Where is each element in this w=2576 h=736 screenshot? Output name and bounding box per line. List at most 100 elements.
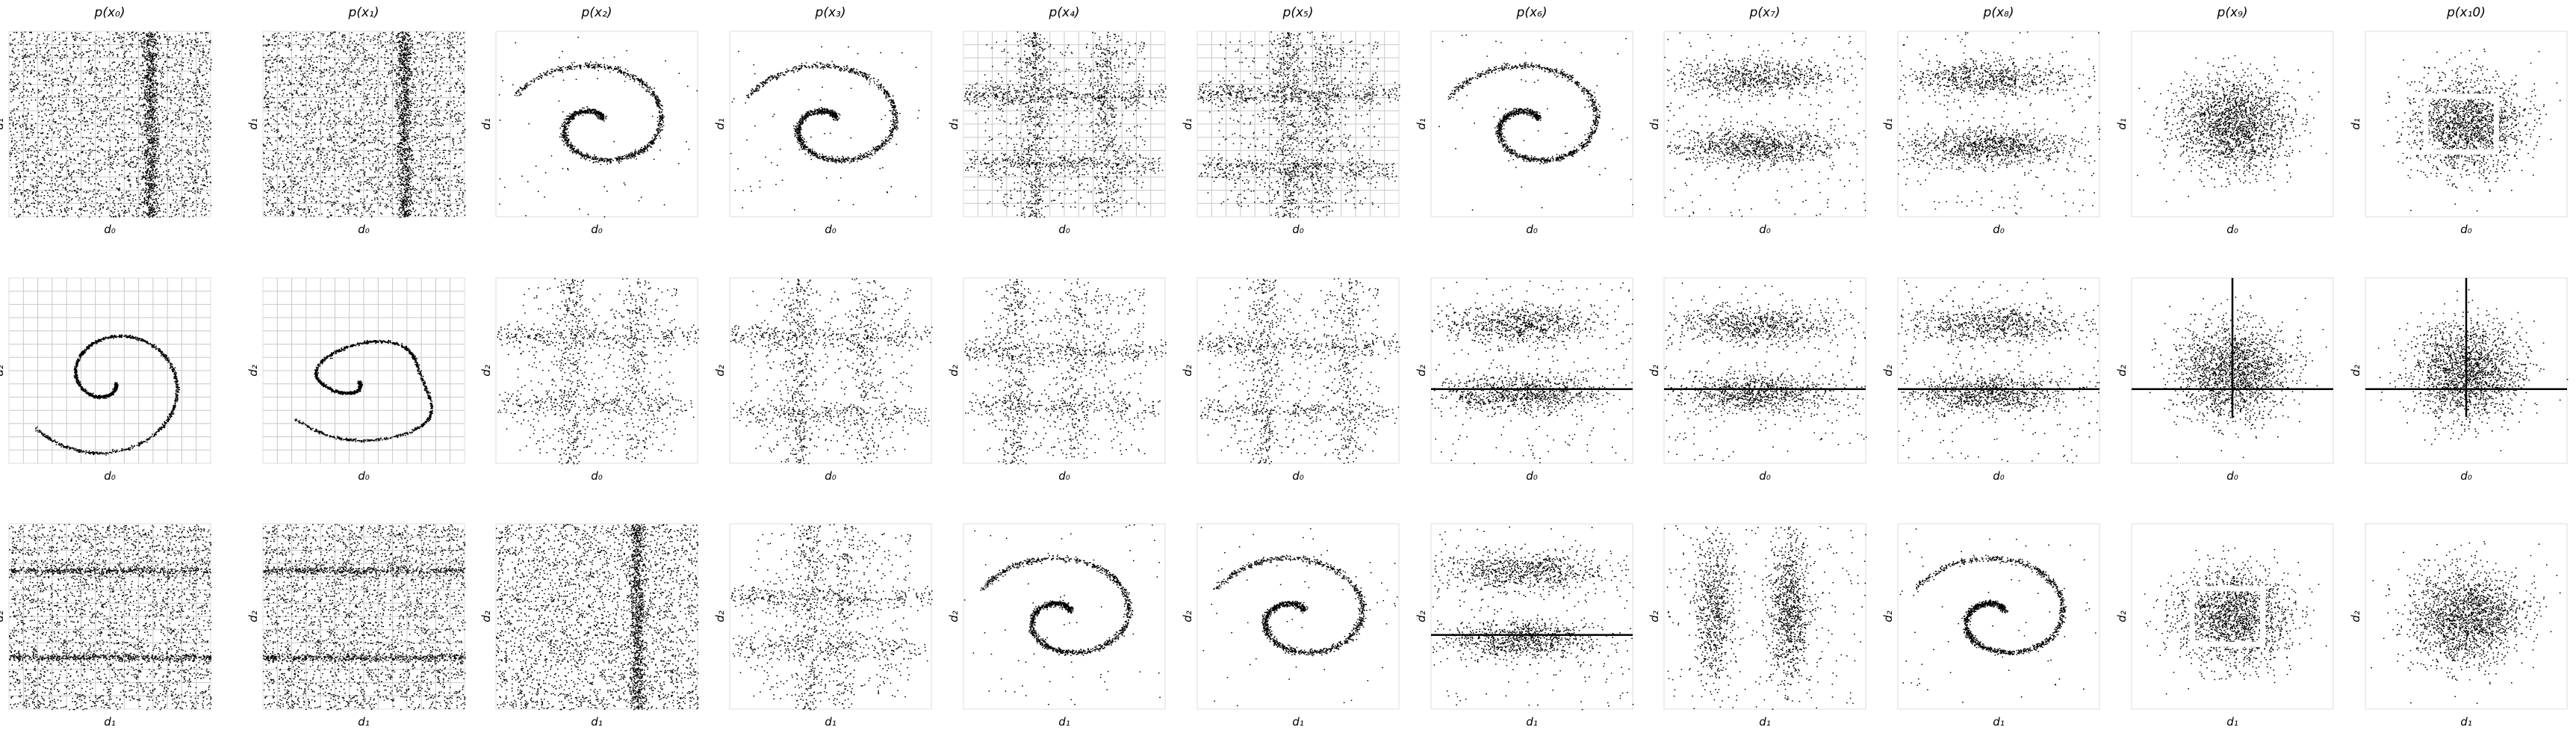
y-axis-label: d₂: [1648, 365, 1661, 377]
grid-lines: [9, 278, 211, 463]
scatter-panel: d₀ d₂: [1181, 277, 1400, 483]
y-axis-label: d₂: [2349, 365, 2362, 377]
x-axis-label: d₀: [1526, 223, 1538, 236]
y-axis-label: d₁: [1181, 118, 1194, 130]
y-axis-label: d₂: [246, 610, 260, 622]
panel-frame: [729, 31, 932, 217]
scatter-points: [2371, 541, 2561, 705]
column-title: p(x₂): [581, 5, 612, 20]
scatter-points: [2144, 545, 2327, 695]
x-axis-label: d₁: [1526, 715, 1538, 729]
x-axis-label: d₀: [358, 223, 370, 236]
y-axis-label: d₁: [1648, 118, 1661, 130]
column-title: p(x₉): [2217, 5, 2248, 20]
panel-frame: [963, 277, 1166, 464]
scatter-panel: d₁ d₂: [2349, 523, 2568, 729]
x-axis-label: d₀: [1526, 469, 1538, 483]
x-axis-label: d₀: [825, 223, 837, 236]
y-axis-label: d₂: [1415, 610, 1428, 622]
scatter-points: [964, 278, 1167, 465]
x-axis-label: d₁: [1292, 715, 1304, 729]
y-axis-label: d₁: [2115, 118, 2129, 130]
panel-frame: [1663, 31, 1866, 217]
scatter-panel: d₀ d₂: [0, 277, 211, 483]
y-axis-label: d₂: [713, 365, 727, 377]
column-title: p(x₈): [1983, 5, 2014, 20]
scatter-panel: d₀ d₂: [1415, 277, 1633, 483]
x-axis-label: d₀: [2226, 223, 2238, 236]
scatter-panel: d₀ d₂: [1648, 277, 1867, 483]
panel-frame: [2365, 31, 2568, 217]
scatter-panel: d₁ d₂: [1881, 523, 2100, 729]
x-axis-label: d₀: [825, 469, 837, 483]
column-titles: p(x₀) p(x₁) p(x₂) p(x₃) p(x₄) p(x₅) p(x₆) p(x₇)…: [94, 5, 2486, 20]
scatter-points: [1432, 526, 1634, 711]
x-axis-label: d₀: [358, 469, 370, 483]
y-axis-label: d₂: [0, 365, 6, 377]
scatter-panel: d₀ d₁: [479, 31, 698, 236]
x-axis-label: d₀: [2226, 469, 2238, 483]
y-axis-label: d₂: [2115, 365, 2129, 377]
panel-frame: [729, 277, 932, 464]
scatter-panel: d₁ d₂: [0, 523, 212, 729]
scatter-panel: d₀ d₂: [2349, 277, 2569, 483]
scatter-panel: d₀ d₁: [947, 31, 1167, 236]
scatter-panel: d₀ d₁: [1415, 31, 1633, 236]
scatter-panel: d₀ d₂: [713, 277, 933, 483]
scatter-points: [1438, 34, 1633, 211]
x-axis-label: d₀: [1292, 223, 1304, 236]
overlay-lines: [2132, 278, 2333, 417]
panel-frame: [1897, 31, 2100, 217]
scatter-panel: d₁ d₂: [713, 523, 933, 729]
scatter-panel: d₀ d₁: [246, 31, 466, 236]
panel-frame: [1430, 277, 1633, 464]
column-title: p(x₃): [815, 5, 846, 20]
y-axis-label: d₁: [947, 118, 960, 130]
scatter-panel: d₀ d₂: [947, 277, 1167, 483]
x-axis-label: d₀: [591, 223, 603, 236]
y-axis-label: d₁: [246, 118, 260, 130]
scatter-panel: d₀ d₁: [0, 31, 212, 236]
overlay-lines: [2423, 93, 2499, 155]
x-axis-label: d₀: [104, 223, 116, 236]
scatter-points: [2137, 55, 2327, 202]
y-axis-label: d₂: [1881, 365, 1895, 377]
x-axis-label: d₁: [1993, 715, 2005, 729]
scatter-points: [9, 524, 212, 711]
y-axis-label: d₁: [1415, 118, 1428, 130]
overlay-lines: [2189, 586, 2265, 647]
scatter-points: [1431, 278, 1633, 465]
x-axis-label: d₁: [2460, 715, 2472, 729]
column-title: p(x₅): [1282, 5, 1314, 20]
scatter-panel: d₁ d₂: [1181, 523, 1400, 729]
panel-frame: [495, 31, 698, 217]
overlay-lines: [2365, 278, 2567, 417]
y-axis-label: d₁: [2349, 118, 2362, 130]
panel-frame: [1897, 523, 2100, 710]
panel-frame: [729, 523, 932, 710]
column-title: p(x₁): [348, 5, 379, 20]
column-title: p(x₇): [1749, 5, 1781, 20]
x-axis-label: d₁: [825, 715, 837, 729]
scatter-panel: d₁ d₂: [1648, 523, 1866, 729]
y-axis-label: d₂: [2349, 610, 2362, 622]
x-axis-label: d₁: [358, 715, 370, 729]
panel-frame: [2131, 31, 2334, 217]
scatter-panel: d₀ d₂: [2115, 277, 2334, 483]
x-axis-label: d₁: [591, 715, 603, 729]
x-axis-label: d₀: [1759, 469, 1771, 483]
scatter-points: [35, 334, 181, 456]
y-axis-label: d₂: [1648, 610, 1661, 622]
y-axis-label: d₂: [947, 610, 960, 622]
x-axis-label: d₁: [1058, 715, 1070, 729]
scatter-panel: d₁ d₂: [479, 523, 699, 729]
scatter-points: [2377, 288, 2569, 452]
panel-frame: [2131, 523, 2334, 710]
x-axis-label: d₁: [1759, 715, 1771, 729]
y-axis-label: d₂: [1881, 610, 1895, 622]
scatter-panel: d₀ d₂: [479, 277, 699, 483]
panel-frame: [1663, 277, 1866, 464]
scatter-panel: d₀ d₁: [713, 31, 932, 236]
column-title: p(x₁0): [2446, 5, 2486, 20]
column-title: p(x₄): [1049, 5, 1080, 20]
